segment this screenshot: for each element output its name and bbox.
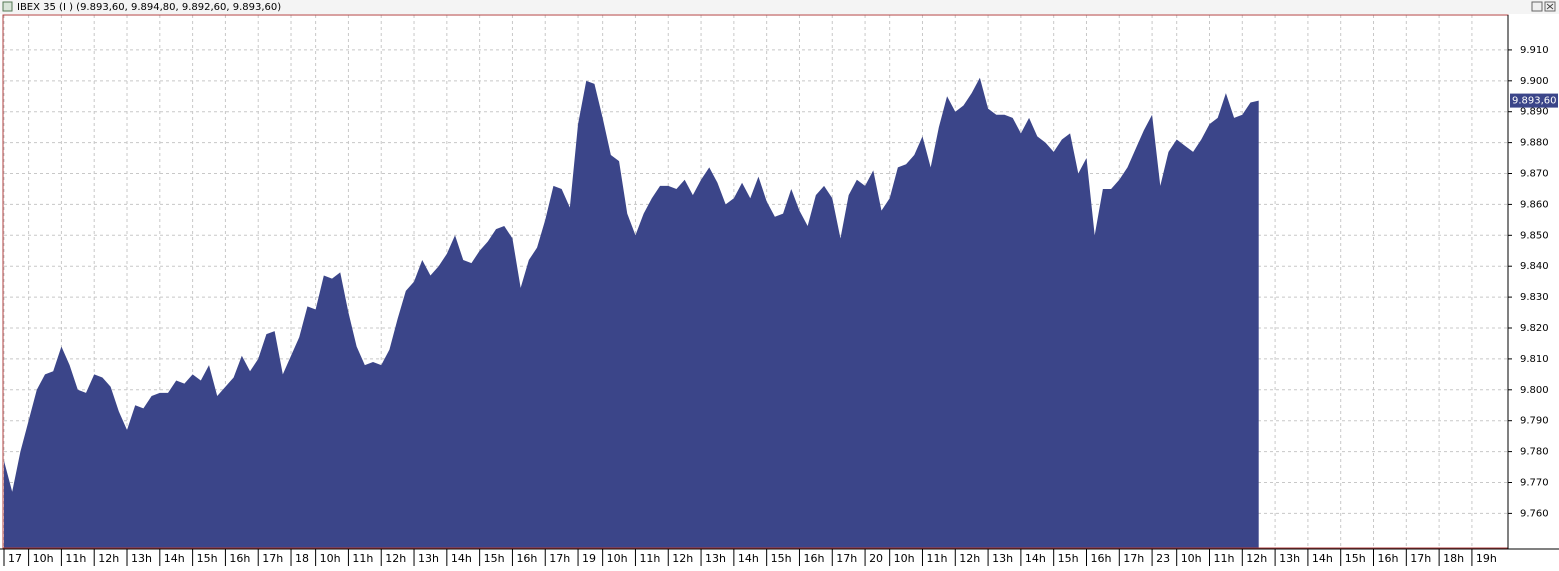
y-tick-label: 9.860 <box>1520 199 1549 210</box>
x-tick-label: 11h <box>639 552 660 565</box>
window-icon <box>2 1 13 12</box>
x-tick-label: 10h <box>1181 552 1202 565</box>
x-tick-label: 18h <box>1443 552 1464 565</box>
x-tick-label: 12h <box>385 552 406 565</box>
x-tick-label: 15h <box>1058 552 1079 565</box>
x-tick-label: 19 <box>582 552 596 565</box>
y-tick-label: 9.800 <box>1520 385 1549 396</box>
x-tick-label: 14h <box>164 552 185 565</box>
x-tick-label: 20 <box>869 552 883 565</box>
x-tick-label: 10h <box>607 552 628 565</box>
y-tick-label: 9.830 <box>1520 292 1549 303</box>
x-tick-label: 15h <box>484 552 505 565</box>
chart-title: IBEX 35 (I ) (9.893,60, 9.894,80, 9.892,… <box>17 2 281 13</box>
y-tick-label: 9.890 <box>1520 107 1549 118</box>
x-tick-label: 11h <box>352 552 373 565</box>
price-label: 9.893,60 <box>1512 96 1557 107</box>
x-tick-label: 17h <box>549 552 570 565</box>
x-tick-label: 12h <box>1246 552 1267 565</box>
x-tick-label: 17h <box>262 552 283 565</box>
x-tick-label: 13h <box>705 552 726 565</box>
price-label-box <box>1510 93 1558 108</box>
y-tick-label: 9.840 <box>1520 261 1549 272</box>
x-tick-label: 16h <box>1378 552 1399 565</box>
x-tick-label: 13h <box>992 552 1013 565</box>
title-bar <box>0 0 1559 14</box>
x-tick-label: 16h <box>1090 552 1111 565</box>
x-tick-label: 13h <box>131 552 152 565</box>
x-tick-label: 12h <box>98 552 119 565</box>
plot <box>3 15 1508 548</box>
y-tick-label: 9.850 <box>1520 230 1549 241</box>
x-tick-label: 15h <box>771 552 792 565</box>
x-tick-label: 17h <box>836 552 857 565</box>
x-tick-label: 19h <box>1476 552 1497 565</box>
x-tick-label: 10h <box>33 552 54 565</box>
x-tick-label: 17h <box>1410 552 1431 565</box>
minimize-button[interactable] <box>1531 1 1543 12</box>
x-tick-label: 18 <box>295 552 309 565</box>
x-tick-label: 17 <box>8 552 22 565</box>
x-tick-label: 13h <box>418 552 439 565</box>
x-tick-label: 15h <box>1345 552 1366 565</box>
area <box>4 77 1259 548</box>
y-tick-label: 9.820 <box>1520 323 1549 334</box>
x-tick-label: 14h <box>738 552 759 565</box>
x-tick-label: 11h <box>926 552 947 565</box>
y-tick-label: 9.770 <box>1520 477 1549 488</box>
y-tick-label: 9.880 <box>1520 138 1549 149</box>
x-tick-label: 16h <box>516 552 537 565</box>
x-tick-label: 10h <box>894 552 915 565</box>
x-tick-label: 23 <box>1156 552 1170 565</box>
y-tick-label: 9.790 <box>1520 416 1549 427</box>
x-tick-label: 14h <box>451 552 472 565</box>
x-tick-label: 11h <box>65 552 86 565</box>
x-tick-label: 17h <box>1123 552 1144 565</box>
x-tick-label: 16h <box>803 552 824 565</box>
y-tick-label: 9.780 <box>1520 447 1549 458</box>
close-icon <box>1546 3 1554 10</box>
x-tick-label: 11h <box>1213 552 1234 565</box>
x-tick-label: 16h <box>229 552 250 565</box>
y-tick-label: 9.760 <box>1520 508 1549 519</box>
y-tick-label: 9.810 <box>1520 354 1549 365</box>
x-tick-label: 14h <box>1312 552 1333 565</box>
x-tick-label: 12h <box>959 552 980 565</box>
y-tick-label: 9.910 <box>1520 45 1549 56</box>
x-tick-label: 14h <box>1025 552 1046 565</box>
x-tick-label: 12h <box>672 552 693 565</box>
x-tick-label: 13h <box>1279 552 1300 565</box>
y-tick-label: 9.900 <box>1520 76 1549 87</box>
x-tick-label: 15h <box>197 552 218 565</box>
x-tick-label: 10h <box>320 552 341 565</box>
y-tick-label: 9.870 <box>1520 169 1549 180</box>
